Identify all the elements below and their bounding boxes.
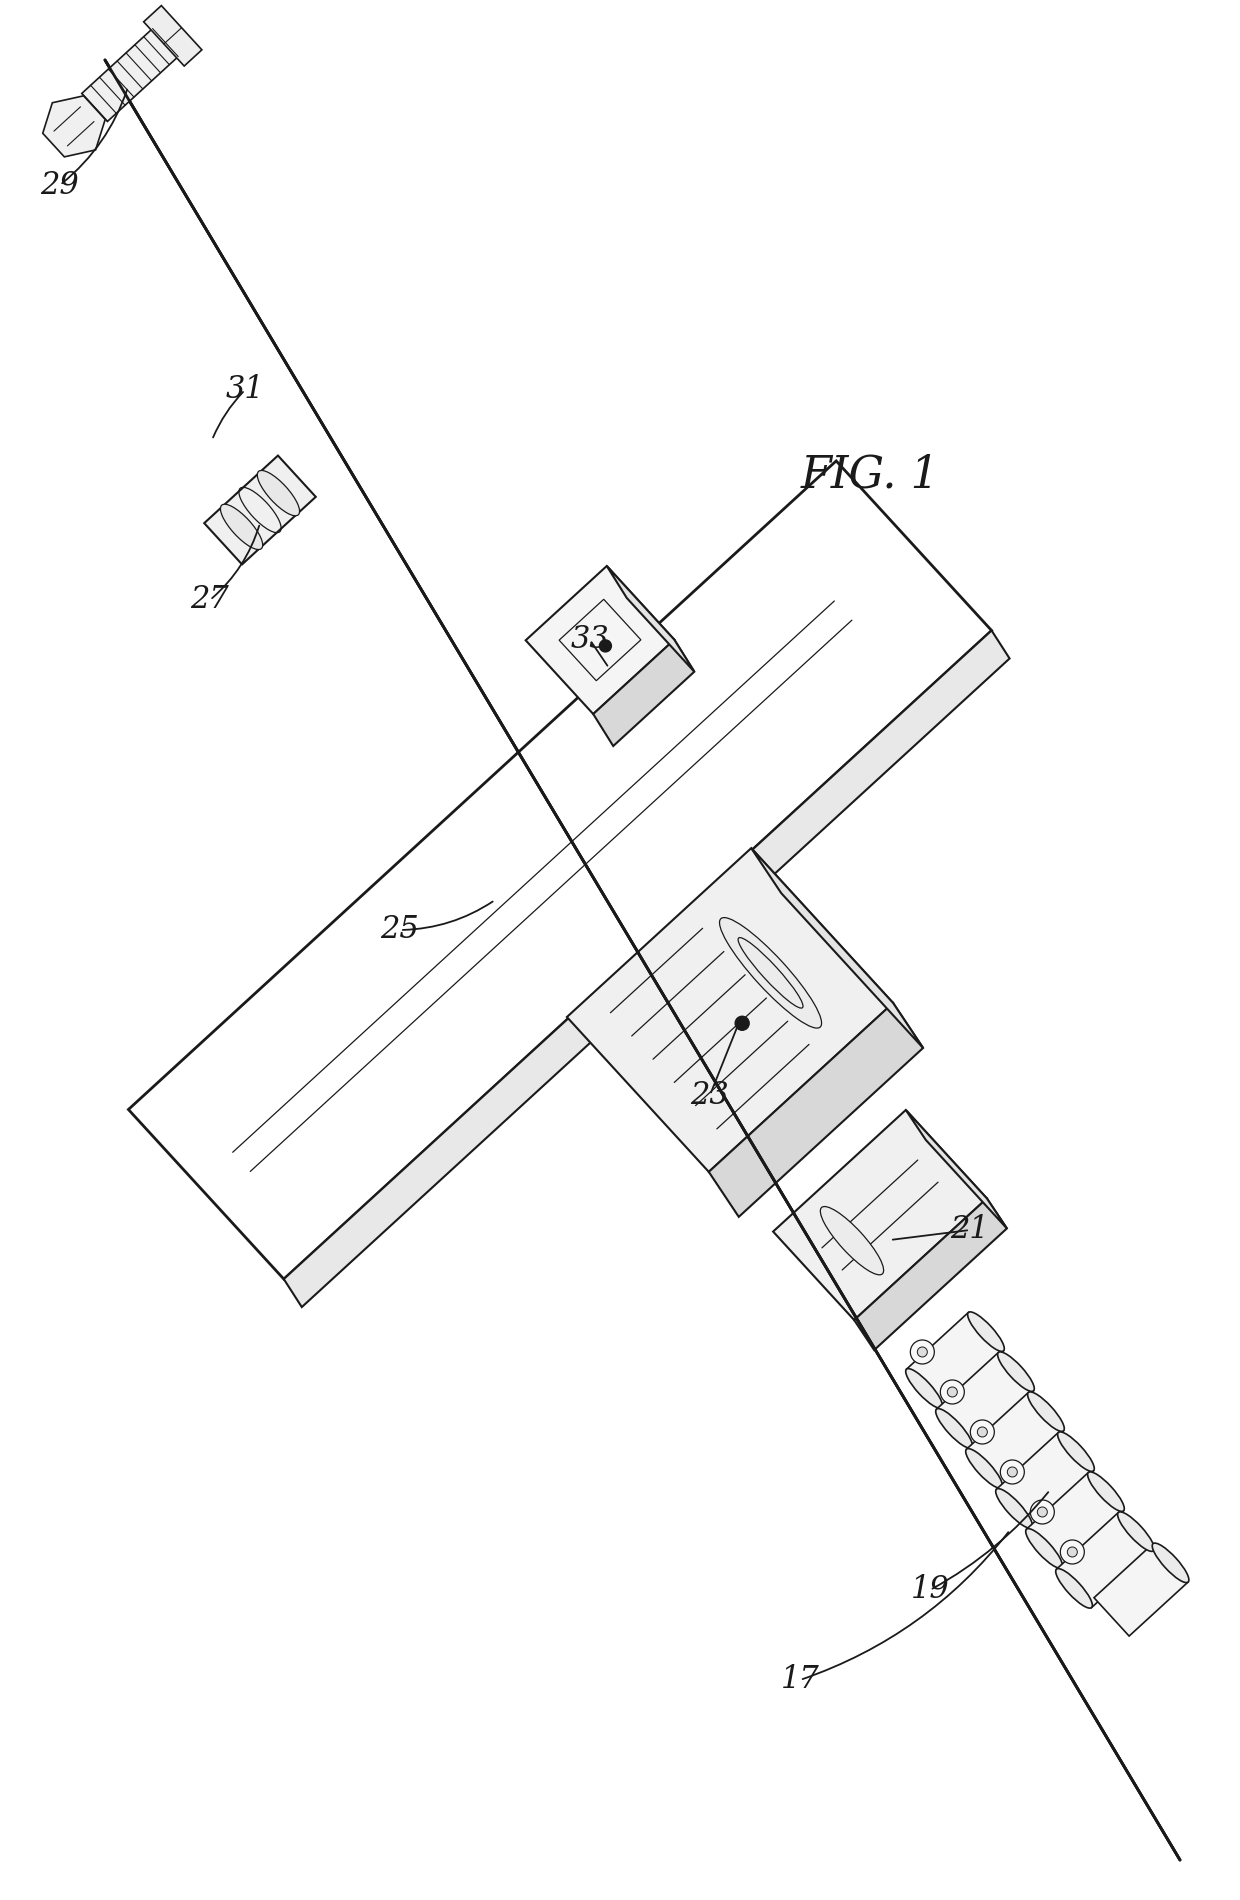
- Ellipse shape: [905, 1368, 942, 1408]
- Ellipse shape: [1087, 1472, 1125, 1510]
- Polygon shape: [709, 1003, 923, 1216]
- Circle shape: [1038, 1507, 1048, 1516]
- Text: 19: 19: [910, 1575, 950, 1606]
- Ellipse shape: [221, 504, 263, 549]
- Text: 31: 31: [226, 374, 264, 405]
- Text: 21: 21: [951, 1214, 990, 1246]
- Polygon shape: [906, 1313, 1003, 1408]
- Ellipse shape: [1028, 1393, 1064, 1431]
- Circle shape: [918, 1347, 928, 1357]
- Ellipse shape: [998, 1353, 1034, 1391]
- Circle shape: [971, 1419, 994, 1444]
- Ellipse shape: [821, 1206, 884, 1275]
- Polygon shape: [773, 1110, 987, 1320]
- Ellipse shape: [1025, 1530, 1063, 1567]
- Text: FIG. 1: FIG. 1: [801, 454, 940, 496]
- Ellipse shape: [1152, 1543, 1189, 1583]
- Polygon shape: [129, 462, 992, 1279]
- Polygon shape: [966, 1393, 1064, 1488]
- Ellipse shape: [1058, 1433, 1095, 1471]
- Polygon shape: [82, 28, 179, 122]
- Ellipse shape: [1117, 1512, 1154, 1552]
- Polygon shape: [905, 1110, 1007, 1229]
- Circle shape: [599, 640, 611, 652]
- Ellipse shape: [967, 1311, 1004, 1351]
- Polygon shape: [526, 566, 675, 714]
- Ellipse shape: [719, 918, 822, 1028]
- Ellipse shape: [996, 1488, 1033, 1528]
- Circle shape: [735, 1017, 749, 1030]
- Text: 27: 27: [191, 585, 229, 616]
- Polygon shape: [593, 640, 694, 747]
- Polygon shape: [144, 6, 202, 66]
- Polygon shape: [606, 566, 694, 673]
- Circle shape: [1030, 1499, 1054, 1524]
- Polygon shape: [1056, 1512, 1153, 1607]
- Circle shape: [1060, 1541, 1084, 1564]
- Ellipse shape: [966, 1448, 1002, 1488]
- Circle shape: [910, 1340, 934, 1364]
- Circle shape: [940, 1379, 965, 1404]
- Circle shape: [1068, 1547, 1078, 1556]
- Polygon shape: [751, 847, 923, 1049]
- Ellipse shape: [257, 471, 300, 515]
- Polygon shape: [205, 456, 316, 564]
- Ellipse shape: [1055, 1569, 1092, 1607]
- Text: 23: 23: [691, 1079, 729, 1110]
- Polygon shape: [42, 95, 105, 158]
- Polygon shape: [284, 631, 1009, 1307]
- Circle shape: [1001, 1459, 1024, 1484]
- Polygon shape: [567, 847, 893, 1172]
- Circle shape: [947, 1387, 957, 1396]
- Polygon shape: [997, 1433, 1094, 1528]
- Text: 17: 17: [781, 1664, 820, 1695]
- Circle shape: [977, 1427, 987, 1436]
- Polygon shape: [1094, 1543, 1188, 1636]
- Polygon shape: [1027, 1472, 1123, 1567]
- Polygon shape: [854, 1199, 1007, 1351]
- Circle shape: [1007, 1467, 1017, 1476]
- Text: 25: 25: [381, 914, 419, 946]
- Text: 29: 29: [41, 169, 79, 201]
- Text: 33: 33: [570, 625, 609, 656]
- Polygon shape: [936, 1353, 1033, 1448]
- Ellipse shape: [936, 1408, 972, 1448]
